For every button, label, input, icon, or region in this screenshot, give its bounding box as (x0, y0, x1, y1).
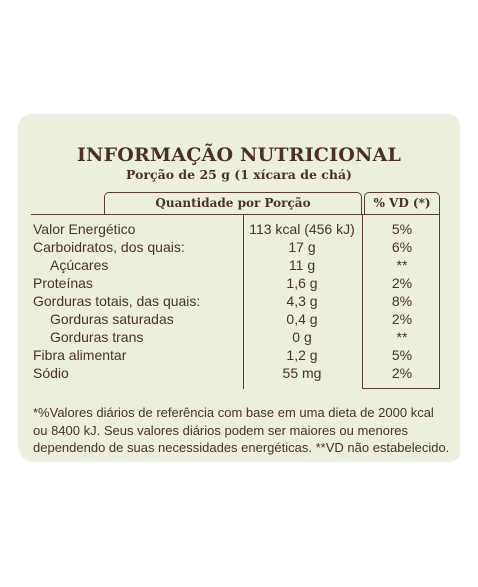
nutrient-label: Gorduras trans (50, 329, 144, 345)
vd-column-right-border (439, 214, 440, 389)
nutrient-vd: 5% (391, 347, 413, 363)
nutrient-vd: 2% (391, 275, 413, 291)
nutrient-label: Carboidratos, dos quais: (33, 239, 185, 255)
nutrient-label: Fibra alimentar (33, 347, 127, 363)
nutrient-label: Gorduras totais, das quais: (33, 293, 201, 309)
footnote-line: dependendo de suas necessidades energéti… (33, 440, 450, 455)
table-row: Gorduras totais, das quais: 4,3 g 8% (31, 292, 440, 310)
table-row: Gorduras trans 0 g ** (31, 328, 440, 346)
footnote-line: ou 8400 kJ. Seus valores diários podem s… (33, 422, 409, 438)
header-vd: % VD (*) (364, 192, 440, 214)
table-row: Valor Energético 113 kcal (456 kJ) 5% (31, 220, 440, 238)
nutrient-amount: 0 g (292, 329, 312, 345)
nutrient-label: Sódio (33, 365, 69, 381)
nutrient-label: Açúcares (50, 257, 109, 273)
footnote-line: *%Valores diários de referência com base… (33, 405, 434, 420)
nutrient-amount: 1,6 g (286, 275, 318, 291)
table-row: Sódio 55 mg 2% (31, 364, 440, 382)
nutrient-amount: 11 g (288, 257, 316, 273)
header-quantity: Quantidade por Porção (104, 192, 362, 214)
nutrient-vd: 2% (391, 365, 413, 381)
amount-column-right-divider (362, 214, 363, 389)
nutrient-vd: 2% (391, 311, 413, 327)
nutrient-vd: 6% (391, 239, 413, 255)
amount-column-left-divider (243, 214, 244, 389)
label-title: INFORMAÇÃO NUTRICIONAL (76, 144, 402, 166)
nutrient-amount: 4,3 g (286, 293, 318, 309)
nutrient-amount: 0,4 g (286, 311, 318, 327)
footnote: *%Valores diários de referência com base… (33, 404, 453, 457)
nutrient-amount: 1,2 g (286, 347, 318, 363)
table-row: Fibra alimentar 1,2 g 5% (31, 346, 440, 364)
table-row: Açúcares 11 g ** (31, 256, 440, 274)
nutrient-vd: 8% (391, 293, 413, 309)
nutrient-vd: ** (396, 329, 408, 345)
nutrition-table: Quantidade por Porção % VD (*) Valor Ene… (31, 192, 440, 392)
nutrition-label-panel (18, 114, 460, 462)
serving-size: Porção de 25 g (1 xícara de chá) (126, 167, 352, 182)
table-row: Gorduras saturadas 0,4 g 2% (31, 310, 440, 328)
table-row: Carboidratos, dos quais: 17 g 6% (31, 238, 440, 256)
table-row: Proteínas 1,6 g 2% (31, 274, 440, 292)
table-header-row: Quantidade por Porção % VD (*) (31, 192, 440, 215)
vd-column-bottom-border (362, 388, 440, 389)
nutrient-label: Proteínas (33, 275, 93, 291)
nutrient-amount: 17 g (288, 239, 316, 255)
nutrient-amount: 113 kcal (456 kJ) (249, 221, 355, 237)
nutrient-vd: 5% (391, 221, 413, 237)
nutrient-amount: 55 mg (282, 365, 322, 381)
nutrient-vd: ** (396, 257, 408, 273)
nutrient-label: Valor Energético (33, 221, 136, 237)
nutrient-label: Gorduras saturadas (50, 311, 174, 327)
